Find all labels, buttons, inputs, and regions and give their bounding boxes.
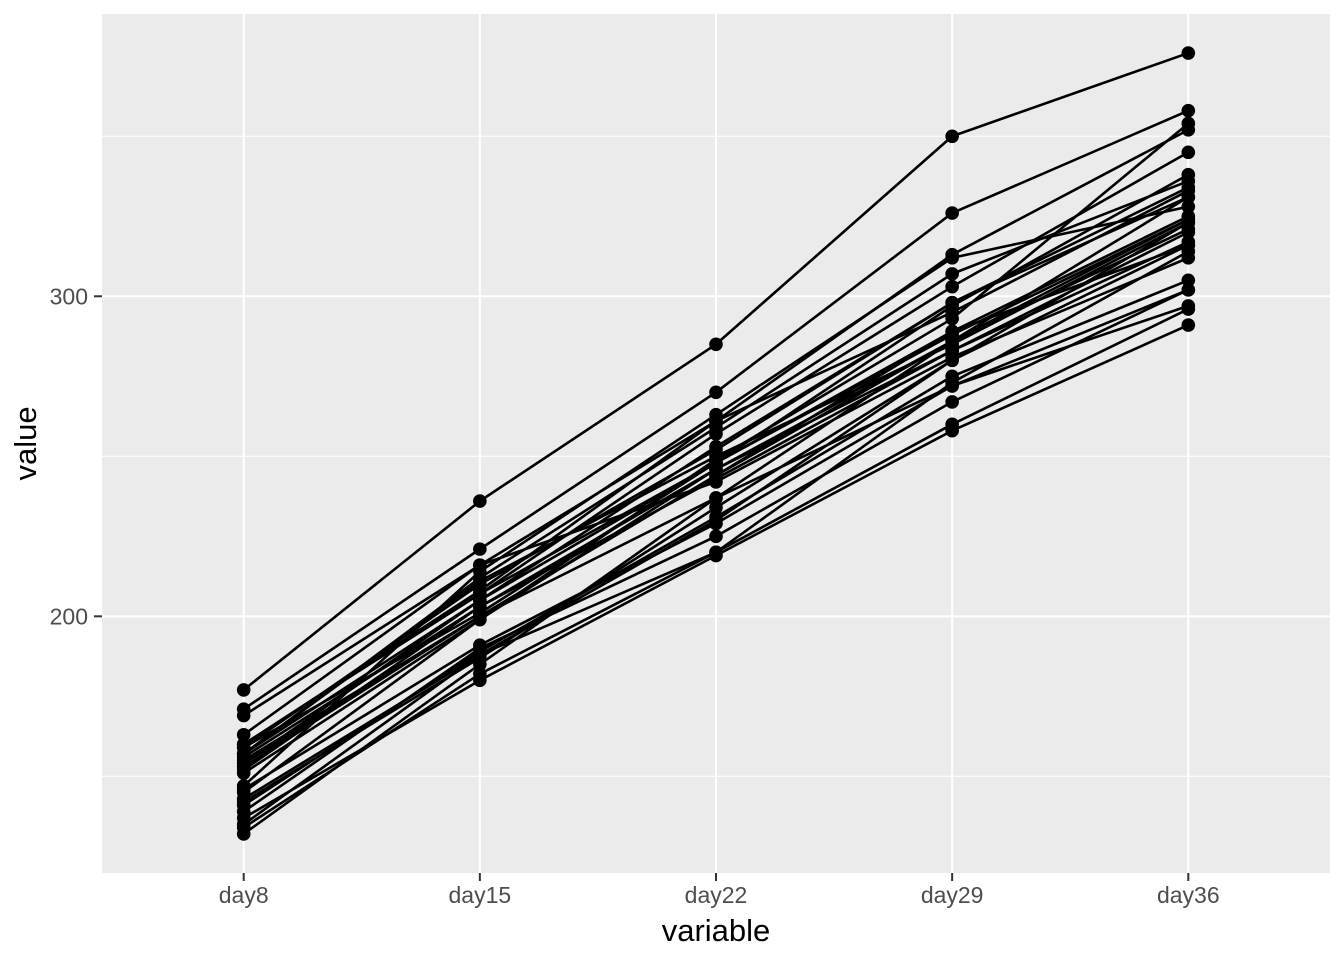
- data-point: [945, 324, 959, 339]
- y-axis-title: value: [8, 406, 43, 480]
- data-point: [1181, 199, 1196, 214]
- data-point: [945, 423, 959, 438]
- data-point: [945, 353, 959, 368]
- data-point: [236, 759, 251, 774]
- data-point: [473, 609, 487, 624]
- data-point: [709, 414, 723, 428]
- data-point: [709, 439, 723, 454]
- data-point: [473, 494, 487, 508]
- data-point: [1181, 103, 1196, 118]
- data-point: [236, 727, 251, 742]
- data-point: [236, 795, 251, 809]
- data-point: [473, 542, 487, 556]
- x-axis-title: variable: [662, 913, 771, 948]
- x-tick-label: day15: [449, 882, 512, 908]
- data-point: [473, 558, 487, 572]
- data-point: [1181, 273, 1196, 288]
- data-point: [709, 337, 723, 352]
- data-point: [945, 379, 959, 393]
- data-point: [709, 529, 723, 544]
- data-point: [236, 708, 251, 723]
- data-point: [1181, 212, 1196, 227]
- data-point: [1181, 238, 1196, 252]
- y-tick-label: 200: [50, 603, 88, 629]
- data-point: [1181, 302, 1196, 316]
- data-point: [1181, 251, 1196, 265]
- data-point: [236, 737, 251, 752]
- y-tick-label: 300: [50, 283, 88, 309]
- data-point: [709, 500, 723, 515]
- data-point: [236, 827, 251, 841]
- data-point: [473, 638, 487, 652]
- data-point: [945, 395, 959, 409]
- data-point: [1181, 318, 1196, 332]
- data-point: [1181, 123, 1196, 137]
- data-point: [473, 574, 487, 588]
- x-tick-label: day29: [921, 882, 984, 908]
- data-point: [709, 516, 723, 531]
- data-point: [1181, 145, 1196, 160]
- data-point: [945, 206, 959, 220]
- data-point: [945, 267, 959, 281]
- data-point: [945, 334, 959, 348]
- x-tick-label: day36: [1157, 882, 1220, 908]
- data-point: [709, 455, 723, 470]
- data-point: [473, 593, 487, 608]
- data-point: [709, 427, 723, 441]
- data-point: [945, 129, 959, 144]
- data-point: [945, 305, 959, 320]
- data-point: [945, 279, 959, 294]
- data-point: [1181, 46, 1196, 60]
- data-point: [1181, 183, 1196, 198]
- data-point: [473, 657, 487, 672]
- data-point: [709, 468, 723, 483]
- x-tick-label: day22: [685, 882, 748, 908]
- x-tick-label: day8: [219, 882, 269, 908]
- data-point: [709, 548, 723, 563]
- data-point: [236, 811, 251, 825]
- data-point: [945, 247, 959, 262]
- data-point: [709, 385, 723, 400]
- data-point: [945, 295, 959, 310]
- data-point: [236, 683, 251, 697]
- data-point: [709, 491, 723, 505]
- data-point: [236, 782, 251, 796]
- data-point: [473, 673, 487, 688]
- data-point: [1181, 283, 1196, 297]
- data-point: [236, 747, 251, 761]
